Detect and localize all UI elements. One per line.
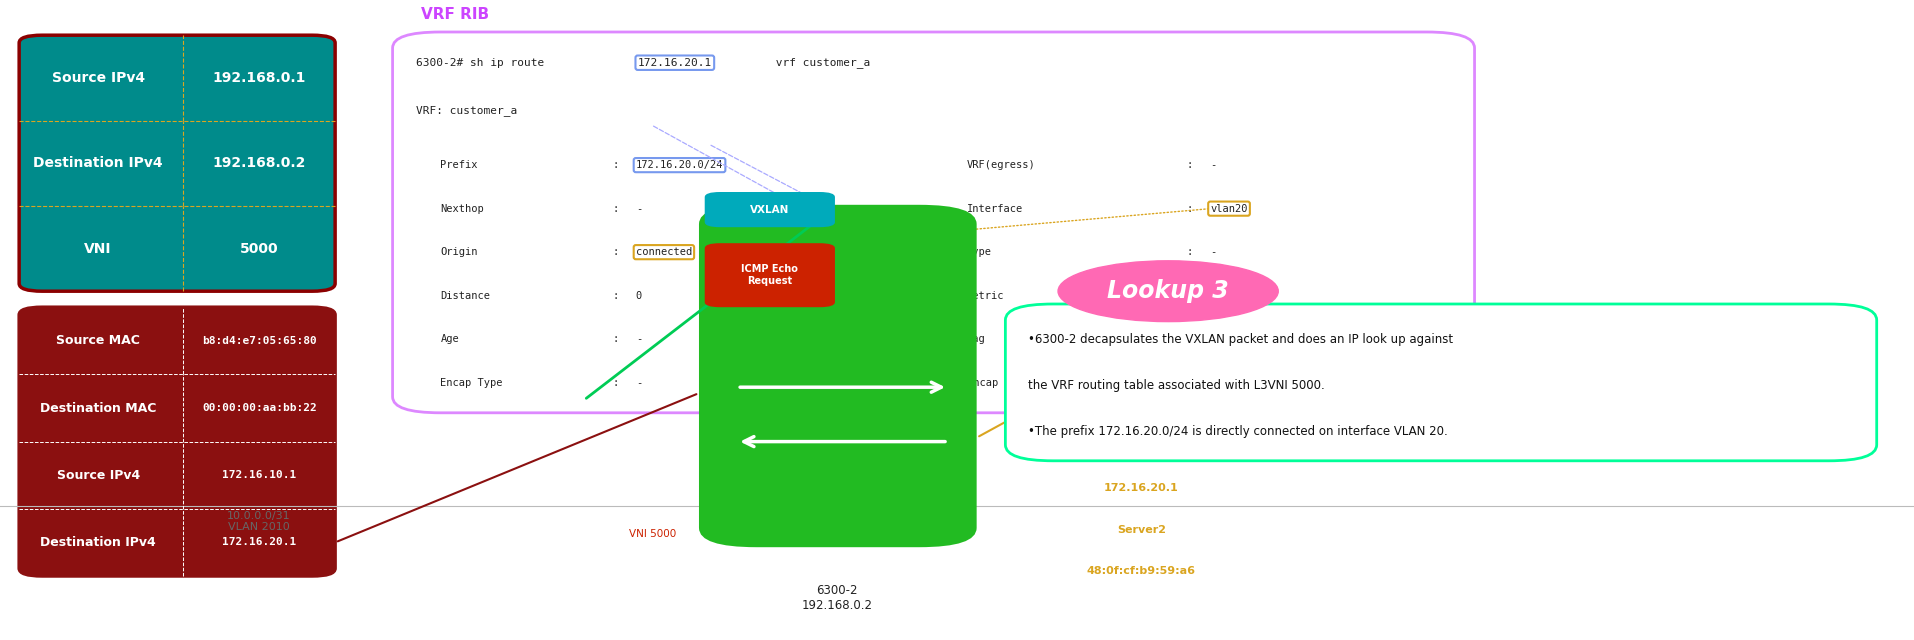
Text: :: : [612,247,626,257]
Text: 192.168.0.1: 192.168.0.1 [212,71,306,85]
FancyBboxPatch shape [1095,352,1187,394]
Text: VRF(egress): VRF(egress) [967,160,1035,170]
Text: :: : [612,204,626,214]
Text: :: : [612,378,626,388]
FancyBboxPatch shape [704,243,835,307]
Text: 172.16.20.1: 172.16.20.1 [637,58,712,68]
Text: connected: connected [635,247,691,257]
Text: VRF: customer_a: VRF: customer_a [415,105,517,116]
Text: Prefix: Prefix [440,160,478,170]
Text: 192.168.0.2: 192.168.0.2 [212,156,306,170]
Text: 6300-2# sh ip route: 6300-2# sh ip route [415,58,549,68]
Text: Destination IPv4: Destination IPv4 [33,156,163,170]
FancyBboxPatch shape [704,192,835,227]
Text: 0: 0 [1210,334,1215,344]
Text: 172.16.20.1: 172.16.20.1 [222,538,297,547]
Text: 0: 0 [635,291,641,301]
Text: -: - [635,378,641,388]
Text: 48:0f:cf:b9:59:a6: 48:0f:cf:b9:59:a6 [1087,566,1194,577]
Text: 1/1/20: 1/1/20 [1028,376,1064,386]
Text: Source IPv4: Source IPv4 [52,71,145,85]
Text: 00:00:00:aa:bb:22: 00:00:00:aa:bb:22 [201,403,316,413]
Text: Distance: Distance [440,291,490,301]
Text: Type: Type [967,247,991,257]
Text: :: : [1187,291,1200,301]
Text: Encap Type: Encap Type [440,378,503,388]
FancyBboxPatch shape [1005,304,1876,461]
FancyBboxPatch shape [392,32,1474,413]
Text: Source IPv4: Source IPv4 [57,468,140,482]
Text: 5000: 5000 [239,241,278,255]
FancyBboxPatch shape [19,307,335,576]
Text: :: : [612,334,626,344]
Text: :: : [1187,204,1200,214]
Text: 10.0.0.0/31
VLAN 2010: 10.0.0.0/31 VLAN 2010 [226,511,291,532]
Ellipse shape [1058,261,1279,321]
Text: Origin: Origin [440,247,478,257]
Text: the VRF routing table associated with L3VNI 5000.: the VRF routing table associated with L3… [1028,379,1324,392]
FancyBboxPatch shape [19,35,335,291]
Text: Destination IPv4: Destination IPv4 [40,536,155,549]
Text: b8:d4:e7:05:65:80: b8:d4:e7:05:65:80 [201,336,316,346]
Text: Lookup 3: Lookup 3 [1106,279,1229,303]
Text: :: : [1187,378,1200,388]
Text: :: : [1187,160,1200,170]
Text: :: : [1187,334,1200,344]
Text: -: - [1210,160,1215,170]
Text: Interface: Interface [967,204,1022,214]
Text: Destination MAC: Destination MAC [40,401,157,415]
Text: Nexthop: Nexthop [440,204,484,214]
Text: VNI: VNI [84,241,111,255]
Text: -: - [1210,378,1215,388]
Text: Tag: Tag [967,334,986,344]
Text: •6300-2 decapsulates the VXLAN packet and does an IP look up against: •6300-2 decapsulates the VXLAN packet an… [1028,333,1453,346]
Text: Encap Details: Encap Details [967,378,1047,388]
Text: vlan20: vlan20 [1210,204,1248,214]
Text: :: : [1187,247,1200,257]
Text: 172.16.20.0/24: 172.16.20.0/24 [635,160,723,170]
Text: Server2: Server2 [1116,525,1166,535]
Text: -: - [635,204,641,214]
Text: ICMP Echo
Request: ICMP Echo Request [741,264,798,286]
Text: vrf customer_a: vrf customer_a [769,57,871,68]
Text: 6300-2
192.168.0.2: 6300-2 192.168.0.2 [800,584,873,612]
Text: -: - [1210,247,1215,257]
Text: :: : [612,291,626,301]
Text: 172.16.10.1: 172.16.10.1 [222,470,297,480]
Text: VRF RIB: VRF RIB [421,8,490,22]
Text: :: : [612,160,626,170]
Text: -: - [635,334,641,344]
Text: 0: 0 [1210,291,1215,301]
Text: VNI 5000: VNI 5000 [628,529,676,540]
Text: Source MAC: Source MAC [56,334,140,348]
Text: VXLAN: VXLAN [750,205,789,214]
Text: 172.16.20.1: 172.16.20.1 [1102,483,1179,493]
Text: Metric: Metric [967,291,1005,301]
FancyBboxPatch shape [699,205,976,547]
Text: Age: Age [440,334,459,344]
Text: •The prefix 172.16.20.0/24 is directly connected on interface VLAN 20.: •The prefix 172.16.20.0/24 is directly c… [1028,425,1447,438]
